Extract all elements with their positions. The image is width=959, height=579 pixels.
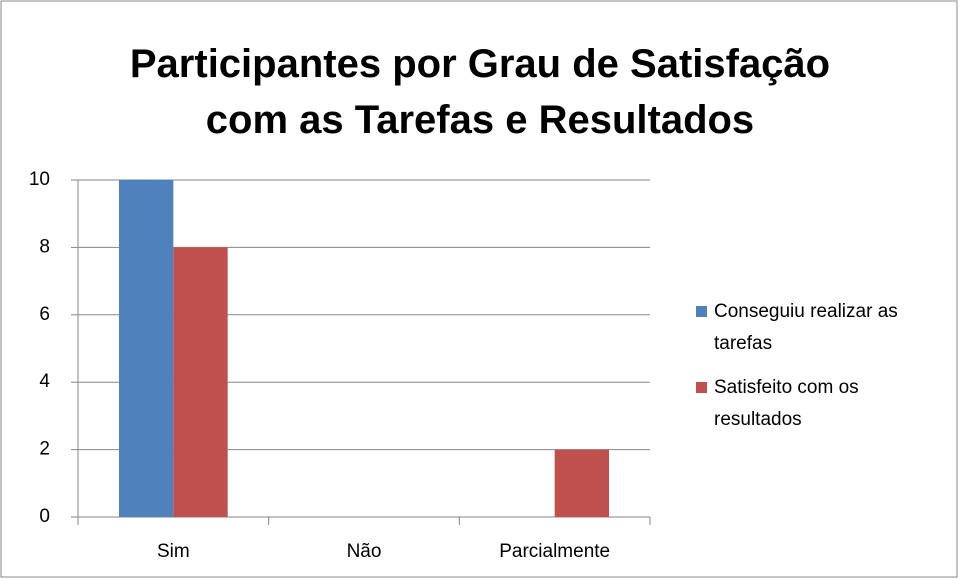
y-tick-label: 10 [29,169,50,190]
x-tick-label: Parcialmente [499,541,610,562]
x-tick-label: Não [347,541,382,562]
legend-swatch [696,382,707,393]
y-tick-label: 8 [39,236,50,257]
y-tick-label: 2 [39,439,50,460]
chart-title: Participantes por Grau de Satisfação com… [129,42,831,142]
bar [118,180,174,517]
bar [554,449,610,517]
legend-swatch [696,306,707,317]
legend-item: Satisfeito com os resultados [696,372,946,436]
bar [173,247,228,517]
legend-label: Conseguiu realizar as tarefas [714,301,898,354]
legend-label: Satisfeito com os resultados [714,377,859,430]
legend: Conseguiu realizar as tarefas Satisfeito … [696,296,946,448]
y-tick-label: 6 [39,304,50,325]
y-tick-label: 4 [39,371,50,392]
legend-item: Conseguiu realizar as tarefas [696,296,946,360]
y-tick-label: 0 [39,506,50,527]
x-tick-label: Sim [157,541,190,562]
